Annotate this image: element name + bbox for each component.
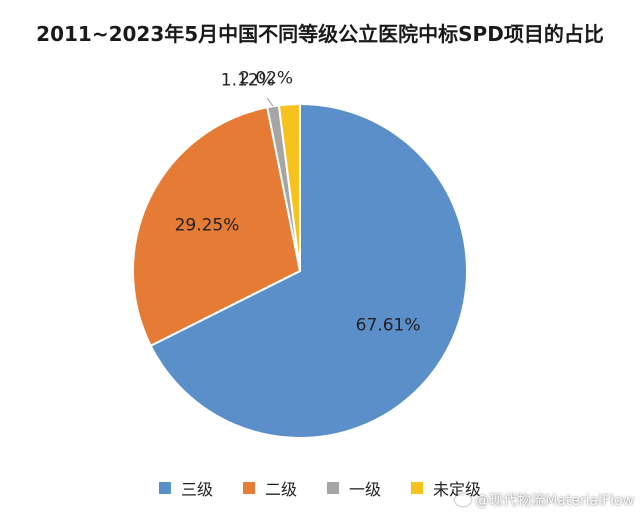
- legend-item-2: 二级: [242, 476, 297, 500]
- leader-line-3: [266, 97, 274, 107]
- legend-label-2: 二级: [264, 480, 297, 499]
- legend-swatch-4: [411, 482, 424, 494]
- legend-label-1: 三级: [180, 480, 213, 499]
- legend: 三级 二级 一级 未定级: [0, 476, 640, 500]
- legend-label-3: 一级: [349, 480, 382, 499]
- legend-swatch-3: [327, 482, 339, 494]
- pie-slice-2: [132, 106, 302, 348]
- pie-slice-4: [277, 102, 301, 272]
- pie-slice-1: [149, 102, 468, 439]
- data-label-1: 67.61%: [356, 315, 421, 335]
- legend-item-1: 三级: [158, 476, 213, 500]
- leader-lines: [266, 97, 274, 107]
- legend-swatch-2: [242, 482, 255, 494]
- data-label-3: 1.12%: [221, 71, 275, 91]
- watermark-text: @现代物流MaterialFlow: [475, 493, 634, 509]
- weibo-icon: [455, 494, 472, 506]
- chart-title: 2011~2023年5月中国不同等级公立医院中标SPD项目的占比: [36, 22, 604, 46]
- data-label-4: 2.02%: [239, 68, 293, 88]
- watermark: @现代物流MaterialFlow: [455, 490, 634, 510]
- legend-swatch-1: [158, 482, 171, 494]
- pie-slices: [132, 102, 468, 439]
- data-labels: 67.61% 29.25% 1.12%2.02%: [175, 68, 421, 335]
- legend-label-4: 未定级: [433, 480, 482, 499]
- legend-item-4: 未定级: [411, 476, 481, 500]
- data-label-2: 29.25%: [175, 216, 240, 236]
- legend-item-3: 一级: [327, 476, 381, 500]
